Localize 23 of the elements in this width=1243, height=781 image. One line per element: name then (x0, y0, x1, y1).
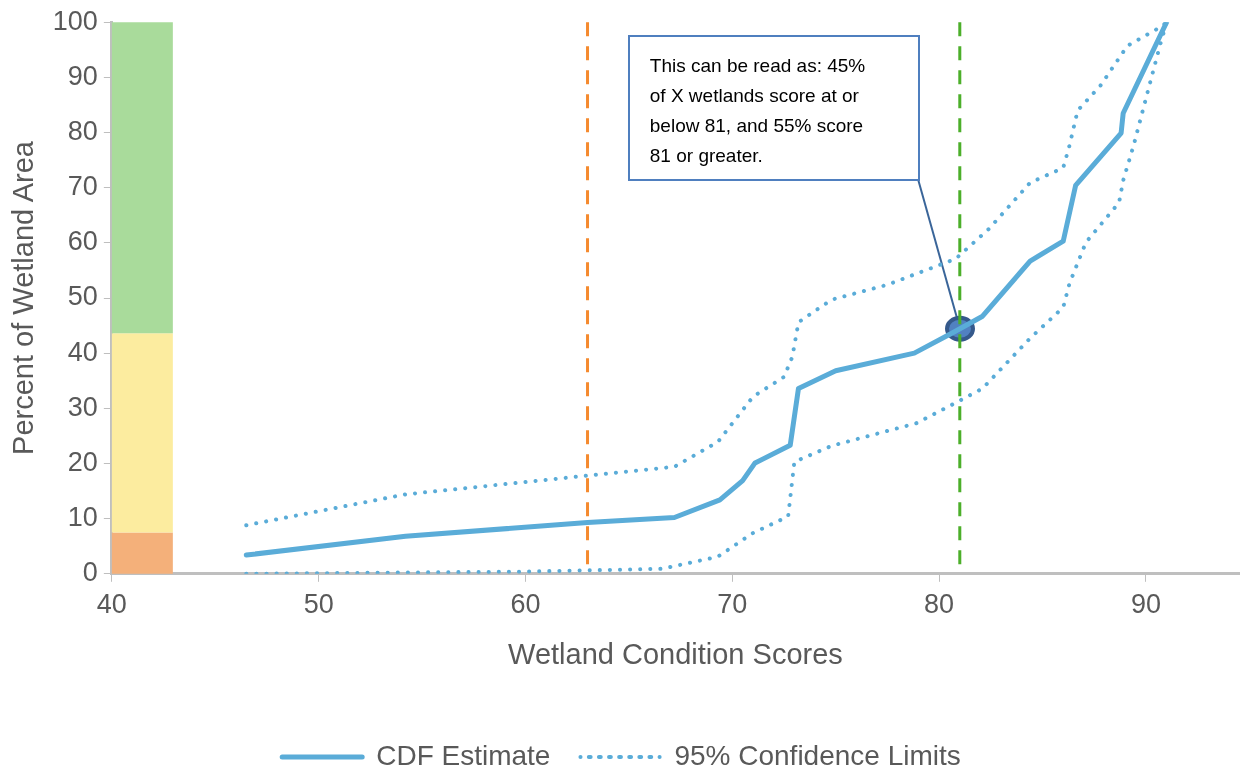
y-tick-label: 70 (67, 171, 98, 202)
y-axis-title: Percent of Wetland Area (7, 140, 40, 455)
y-tick-label: 60 (67, 226, 98, 257)
legend-label: 95% Confidence Limits (674, 739, 961, 771)
y-tick-label: 30 (67, 391, 98, 422)
y-tick-label: 100 (52, 5, 98, 36)
x-tick-label: 40 (96, 589, 127, 620)
callout-box: This can be read as: 45% of X wetlands score at or below 81, and 55% score 81 or greater. (627, 35, 920, 181)
y-tick-label: 50 (67, 281, 98, 312)
annotation: This can be read as: 45% of X wetlands score at or below 81, and 55% score 81 or greater. (649, 54, 867, 168)
y-tick-label: 80 (67, 115, 98, 146)
x-tick-label: 70 (717, 589, 748, 620)
x-tick-label: 90 (1130, 589, 1161, 620)
y-tick-label: 90 (67, 60, 98, 91)
y-tick-label: 0 (82, 557, 98, 588)
y-tick-label: 20 (67, 446, 98, 477)
x-tick-label: 80 (924, 589, 955, 620)
y-tick-label: 10 (67, 502, 98, 533)
legend-label: CDF Estimate (376, 739, 551, 771)
x-tick-label: 60 (510, 589, 541, 620)
x-tick-label: 50 (303, 589, 334, 620)
y-tick-label: 40 (67, 336, 98, 367)
x-axis-title: Wetland Condition Scores (508, 637, 843, 670)
